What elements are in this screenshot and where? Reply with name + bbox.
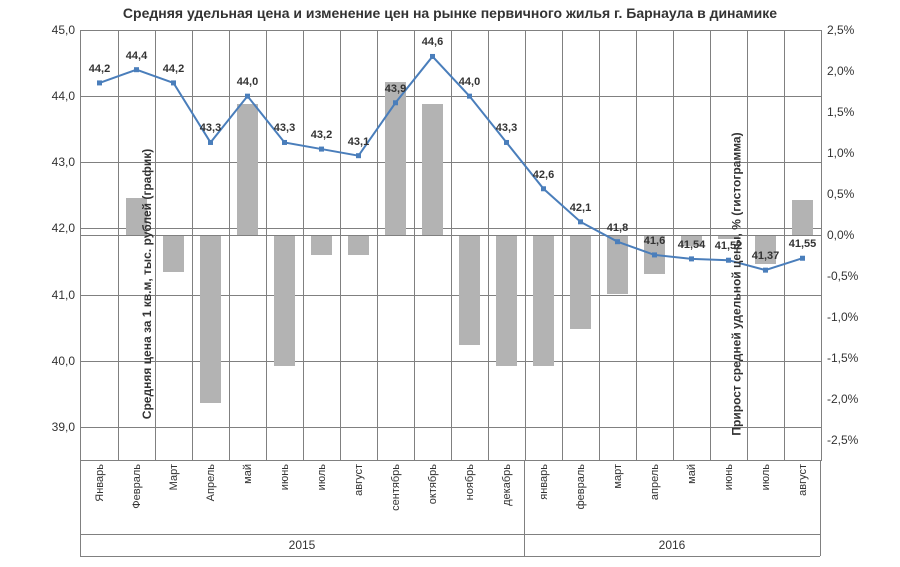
line-marker xyxy=(578,219,583,224)
y-tick-right: 2,0% xyxy=(827,64,854,78)
data-label: 43,1 xyxy=(348,136,369,148)
y-axis-left-label: Средняя цена за 1 кв.м, тыс. рублей (гра… xyxy=(140,148,154,418)
plot-area: 39,040,041,042,043,044,045,0-2,5%-2,0%-1… xyxy=(80,30,822,461)
line-marker xyxy=(467,94,472,99)
data-label: 41,54 xyxy=(678,239,706,251)
y-tick-left: 39,0 xyxy=(52,420,75,434)
y-tick-right: 2,5% xyxy=(827,23,854,37)
x-tick-label: апрель xyxy=(649,464,661,500)
year-separator xyxy=(524,460,525,556)
x-tick-label: Апрель xyxy=(205,464,217,501)
y-tick-left: 40,0 xyxy=(52,354,75,368)
line-marker xyxy=(689,256,694,261)
chart-container: Средняя удельная цена и изменение цен на… xyxy=(0,0,900,567)
x-tick-label: август xyxy=(797,464,809,496)
y-tick-right: -1,5% xyxy=(827,351,858,365)
year-divider-vertical xyxy=(80,460,81,556)
y-tick-right: -2,5% xyxy=(827,433,858,447)
data-label: 44,0 xyxy=(237,76,258,88)
data-label: 43,3 xyxy=(274,122,295,134)
line-marker xyxy=(504,140,509,145)
line-marker xyxy=(134,67,139,72)
x-tick-label: Январь xyxy=(94,464,106,502)
data-label: 44,4 xyxy=(126,50,147,62)
line-marker xyxy=(282,140,287,145)
x-tick-label: май xyxy=(242,464,254,484)
year-divider xyxy=(80,534,820,535)
line-marker xyxy=(393,100,398,105)
y-tick-left: 42,0 xyxy=(52,221,75,235)
data-label: 43,3 xyxy=(496,122,517,134)
y-tick-right: 0,5% xyxy=(827,187,854,201)
x-tick-label: Март xyxy=(168,464,180,490)
data-label: 43,3 xyxy=(200,122,221,134)
line-series xyxy=(81,30,821,460)
year-divider-vertical xyxy=(820,460,821,556)
data-label: 41,8 xyxy=(607,222,628,234)
line-marker xyxy=(652,252,657,257)
data-label: 41,37 xyxy=(752,250,780,262)
line-marker xyxy=(97,80,102,85)
line-marker xyxy=(319,147,324,152)
x-tick-label: июль xyxy=(760,464,772,490)
data-label: 44,2 xyxy=(89,63,110,75)
x-tick-label: сентябрь xyxy=(390,464,402,511)
y-tick-right: 1,5% xyxy=(827,105,854,119)
y-tick-left: 43,0 xyxy=(52,155,75,169)
y-tick-left: 44,0 xyxy=(52,89,75,103)
year-divider xyxy=(80,556,820,557)
data-label: 44,0 xyxy=(459,76,480,88)
y-tick-right: 0,0% xyxy=(827,228,854,242)
line-marker xyxy=(208,140,213,145)
line-marker xyxy=(763,268,768,273)
x-tick-label: декабрь xyxy=(501,464,513,506)
x-tick-label: март xyxy=(612,464,624,489)
data-label: 43,9 xyxy=(385,83,406,95)
data-label: 42,1 xyxy=(570,202,591,214)
line-marker xyxy=(541,186,546,191)
y-tick-right: -0,5% xyxy=(827,269,858,283)
x-tick-label: октябрь xyxy=(427,464,439,504)
data-label: 43,2 xyxy=(311,129,332,141)
x-tick-label: январь xyxy=(538,464,550,500)
data-label: 44,6 xyxy=(422,36,443,48)
data-label: 42,6 xyxy=(533,169,554,181)
year-label: 2016 xyxy=(652,538,692,552)
y-tick-right: -1,0% xyxy=(827,310,858,324)
chart-title: Средняя удельная цена и изменение цен на… xyxy=(0,5,900,21)
line-marker xyxy=(245,94,250,99)
data-label: 41,6 xyxy=(644,235,665,247)
line-marker xyxy=(800,256,805,261)
line-marker xyxy=(430,54,435,59)
data-label: 41,55 xyxy=(789,238,817,250)
x-tick-label: ноябрь xyxy=(464,464,476,500)
x-tick-label: февраль xyxy=(575,464,587,509)
y-axis-right-label: Прирост средней удельной цены, % (гистог… xyxy=(729,132,743,435)
x-tick-label: июль xyxy=(316,464,328,490)
line-marker xyxy=(171,80,176,85)
y-tick-right: -2,0% xyxy=(827,392,858,406)
year-label: 2015 xyxy=(282,538,322,552)
line-marker xyxy=(356,153,361,158)
x-tick-label: июнь xyxy=(279,464,291,490)
x-tick-label: август xyxy=(353,464,365,496)
line-marker xyxy=(615,239,620,244)
x-tick-label: июнь xyxy=(723,464,735,490)
x-tick-label: май xyxy=(686,464,698,484)
x-tick-label: Февраль xyxy=(131,464,143,509)
y-tick-right: 1,0% xyxy=(827,146,854,160)
data-label: 44,2 xyxy=(163,63,184,75)
y-tick-left: 41,0 xyxy=(52,288,75,302)
y-tick-left: 45,0 xyxy=(52,23,75,37)
